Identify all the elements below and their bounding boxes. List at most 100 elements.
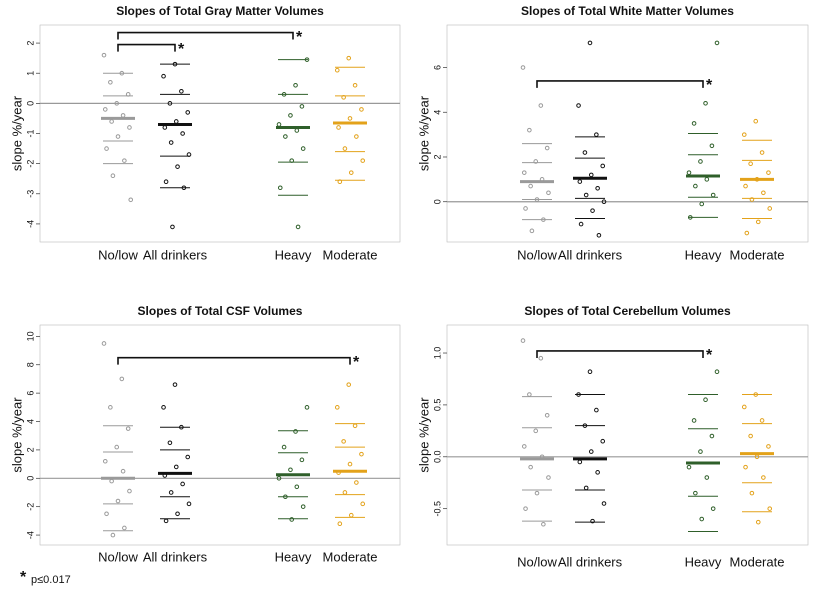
data-point [521, 170, 527, 175]
data-point [336, 125, 341, 130]
data-point [693, 183, 698, 189]
x-tick-label: No/low [517, 554, 557, 569]
data-point [167, 101, 173, 106]
data-point [293, 82, 298, 88]
data-point [709, 433, 715, 439]
y-tick-label: 1.0 [432, 347, 442, 360]
data-point [741, 132, 747, 137]
significance-star: * [296, 29, 303, 46]
plot-frame [446, 324, 809, 546]
data-point [528, 183, 533, 189]
data-point [577, 179, 583, 184]
data-point [759, 418, 765, 423]
data-point [281, 444, 287, 450]
data-point [179, 89, 184, 94]
data-point [348, 170, 354, 175]
data-point [595, 470, 600, 475]
data-point [119, 376, 125, 382]
data-point [125, 426, 131, 431]
data-point [743, 464, 748, 470]
data-point [588, 172, 594, 178]
data-point [168, 140, 174, 145]
data-point [175, 511, 180, 517]
data-point [767, 206, 773, 211]
data-point [741, 404, 747, 410]
y-tick-label: 0 [25, 101, 35, 106]
data-point [544, 145, 550, 151]
data-point [534, 490, 540, 496]
data-point [127, 488, 132, 494]
data-point [293, 429, 298, 434]
data-point [360, 158, 366, 163]
data-point [347, 116, 353, 121]
data-point [352, 82, 358, 88]
y-tick-label: -1 [25, 129, 35, 137]
data-point [577, 459, 583, 465]
data-point [163, 179, 169, 185]
x-tick-label: Moderate [323, 549, 378, 564]
data-point [289, 517, 295, 522]
data-point [714, 369, 720, 374]
chart-title: Slopes of Total Cerebellum Volumes [524, 304, 731, 318]
significance-star: * [706, 347, 713, 364]
data-point [122, 525, 127, 531]
data-point [521, 444, 527, 449]
data-point [743, 183, 748, 189]
data-point [352, 423, 358, 429]
y-axis-label: slope %/year [9, 95, 24, 171]
data-point [162, 125, 168, 130]
data-point [342, 146, 348, 151]
data-point [544, 412, 550, 418]
data-point [691, 121, 697, 126]
data-point [546, 475, 551, 480]
data-point [766, 170, 771, 175]
data-point [120, 113, 126, 118]
data-point [276, 122, 282, 127]
data-point [342, 490, 348, 495]
data-point [755, 519, 761, 525]
data-point [578, 221, 584, 227]
data-point [693, 490, 698, 496]
data-point [101, 341, 107, 346]
data-point [691, 418, 697, 423]
y-tick-label: -4 [25, 531, 35, 539]
x-tick-label: All drinkers [143, 247, 208, 262]
data-point [714, 40, 720, 46]
x-tick-label: All drinkers [558, 554, 623, 569]
data-point [180, 131, 185, 136]
data-point [334, 405, 340, 410]
x-tick-label: All drinkers [558, 247, 623, 262]
data-point [288, 113, 293, 118]
data-point [110, 173, 116, 178]
x-tick-label: No/low [98, 549, 138, 564]
chart-title: Slopes of Total White Matter Volumes [521, 4, 734, 18]
y-tick-label: 2 [432, 154, 442, 159]
data-point [538, 355, 544, 361]
data-point [523, 506, 528, 511]
significance-bracket [536, 80, 704, 88]
y-tick-label: 2 [25, 41, 35, 46]
data-point [359, 451, 364, 457]
data-point [359, 107, 364, 112]
y-tick-label: -4 [25, 220, 35, 228]
x-tick-label: Moderate [730, 554, 785, 569]
x-tick-label: Heavy [685, 554, 722, 569]
data-point [128, 197, 134, 203]
data-point [277, 185, 283, 191]
data-point [595, 186, 600, 191]
data-point [175, 164, 180, 169]
data-point [102, 107, 108, 112]
chart-title: Slopes of Total CSF Volumes [138, 304, 303, 318]
data-point [108, 405, 113, 410]
data-point [348, 512, 354, 518]
significance-star: * [178, 41, 185, 58]
data-point [346, 55, 352, 61]
data-point [108, 79, 113, 85]
data-point [759, 150, 765, 155]
data-point [601, 199, 607, 205]
data-point [587, 369, 593, 374]
footnote-symbol: * [20, 569, 27, 586]
data-point [172, 382, 178, 387]
x-tick-label: Heavy [685, 247, 722, 262]
data-point [354, 480, 359, 485]
